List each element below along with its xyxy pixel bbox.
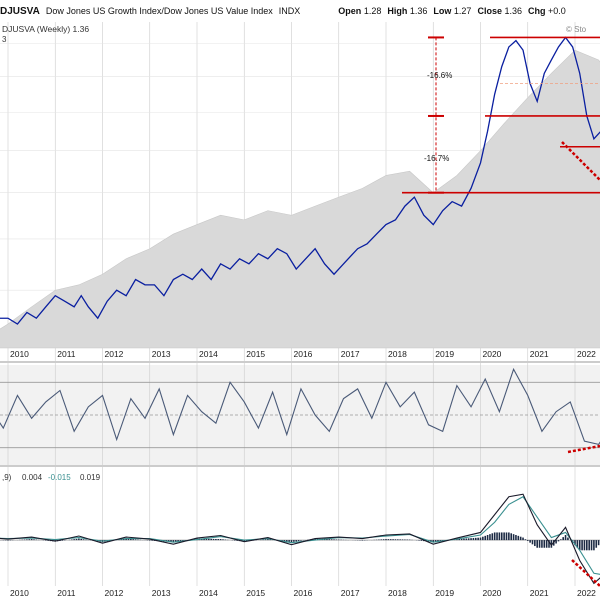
x-tick-label: 2014 [199,588,218,598]
x-tick-label: 2017 [341,349,360,359]
macd-legend-signal: -0.015 [48,473,71,482]
x-tick-label: 2020 [483,349,502,359]
low-stat: Low 1.27 [433,6,472,16]
macd-panel-bg [0,468,600,586]
annotation-label: -16.6% [427,71,452,80]
exchange-label: INDX [278,6,301,16]
annotation-layer [402,36,600,194]
x-tick-label: 2022 [577,349,596,359]
x-tick-label: 2010 [10,588,29,598]
x-tick-label: 2019 [435,349,454,359]
x-tick-label: 2022 [577,588,596,598]
rsi-series-line [0,367,600,446]
x-tick-label: 2012 [105,349,124,359]
macd-legend-value: 0.004 [22,473,43,482]
x-tick-label: 2013 [152,349,171,359]
macd-trend-line [571,559,600,587]
x-tick-label: 2018 [388,588,407,598]
x-tick-label: 2012 [105,588,124,598]
high-stat: High 1.36 [387,6,428,16]
open-stat: Open 1.28 [338,6,382,16]
x-tick-label: 2018 [388,349,407,359]
x-tick-label: 2014 [199,349,218,359]
rsi-layer [0,367,600,454]
watermark: © Sto [566,25,587,34]
x-tick-label: 2017 [341,588,360,598]
axis-layer: 2010 2010 2011 2011 2012 2012 2013 2013 2014 2014… [10,349,596,598]
xaxis-macd-bg [0,586,600,600]
annotation-label: -16.7% [424,154,449,163]
macd-legend: ,9) 0.004 -0.015 0.019 [2,473,101,482]
macd-line [0,493,600,585]
x-tick-label: 2015 [246,588,265,598]
area-series [0,49,600,349]
rsi-trend-line [567,444,600,454]
x-tick-label: 2011 [57,588,76,598]
x-tick-label: 2011 [57,349,76,359]
x-tick-label: 2013 [152,588,171,598]
x-tick-label: 2015 [246,349,265,359]
close-stat: Close 1.36 [477,6,523,16]
price-legend: DJUSVA (Weekly) 1.36 [2,24,89,34]
chart-header: DJUSVA Dow Jones US Growth Index/Dow Jon… [0,0,600,22]
chg-stat: Chg +0.0 [528,6,566,16]
x-tick-label: 2020 [483,588,502,598]
macd-layer [0,493,600,587]
x-tick-label: 2016 [294,349,313,359]
price-legend-tail: 3 [2,35,7,44]
symbol-label: DJUSVA [0,5,40,17]
macd-legend-hist: 0.019 [80,473,101,482]
price-series-line [0,36,600,325]
symbol-name: Dow Jones US Growth Index/Dow Jones US V… [45,6,273,16]
x-tick-label: 2019 [435,588,454,598]
x-tick-label: 2010 [10,349,29,359]
x-tick-label: 2016 [294,588,313,598]
macd-legend-prefix: ,9) [2,473,12,482]
x-tick-label: 2021 [530,588,549,598]
trend-line [561,141,600,181]
x-tick-label: 2021 [530,349,549,359]
price-layer [0,36,600,349]
